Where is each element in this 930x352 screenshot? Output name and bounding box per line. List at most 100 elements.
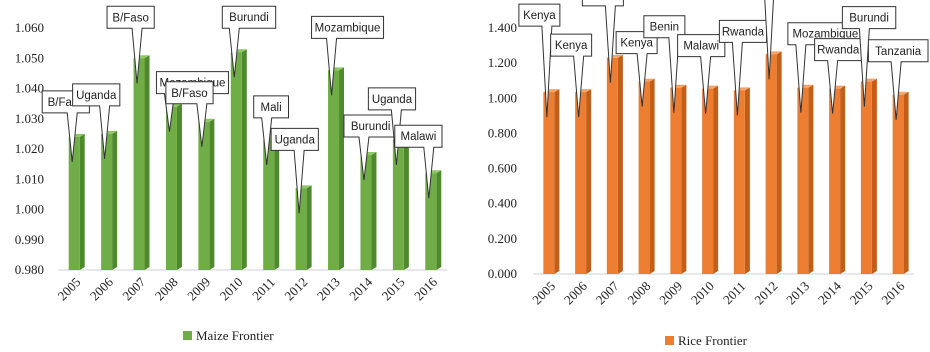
rice-bar-side [903,91,909,275]
rice-callout-label: Burundi [849,13,889,25]
rice-legend: Rice Frontier [665,333,748,348]
rice-bar [733,90,745,274]
maize-callout-label: B/Faso [171,88,207,100]
maize-x-tick-label: 2014 [346,274,375,303]
maize-x-tick-label: 2009 [184,274,213,303]
rice-bar-side [681,84,687,274]
rice-callout: Benin [581,0,624,83]
maize-x-tick-label: 2016 [411,274,440,303]
maize-callout: Uganda [72,83,121,159]
rice-callout-box [581,0,624,83]
rice-callout-label: Kenya [555,40,588,52]
maize-bar [328,70,340,270]
rice-callout: Kenya [550,33,593,118]
rice-x-tick-label: 2016 [878,278,907,307]
rice-y-tick-label: 1.400 [488,20,517,35]
maize-legend: Maize Frontier [183,328,274,343]
rice-x-tick-label: 2010 [688,278,717,307]
rice-y-tick-label: 0.800 [488,125,517,140]
maize-bar-side [209,118,215,271]
maize-callout: Burundi [221,5,277,78]
maize-bar [295,188,307,270]
rice-bar-side [554,89,560,274]
maize-bar [263,139,275,270]
rice-callout-label: Kenya [620,38,653,50]
rice-callout-label: Tanzania [875,46,922,58]
rice-callout-box [550,33,593,118]
maize-callout: Mozambique [311,15,385,96]
maize-bar-side [176,103,182,271]
rice-bar-side [586,89,592,274]
maize-x-tick-label: 2012 [281,274,310,303]
rice-bar [765,54,777,274]
maize-bar [392,139,404,270]
rice-callout: Mozambique, [787,22,867,113]
rice-x-tick-label: 2007 [593,278,622,307]
rice-bar [670,87,682,274]
rice-callout: Rwanda [718,19,768,116]
rice-x-tick-label: 2011 [720,278,749,307]
maize-callout-box [106,5,155,84]
rice-bar-side [808,84,814,274]
rice-x-tick-label: 2005 [529,278,558,307]
rice-x-tick-label: 2008 [624,278,653,307]
maize-callout: Malawi [394,124,443,199]
maize-callout-label: Uganda [275,134,316,146]
rice-callout: Rwanda [764,0,774,80]
maize-callout: B/Faso [106,5,155,84]
rice-callout-label: Kenya [523,10,556,22]
maize-callout-label: B/Faso [112,12,148,24]
maize-callout-box [270,127,319,214]
maize-callout-box [165,81,214,147]
rice-x-tick-label: 2009 [656,278,685,307]
maize-callout-box [311,15,385,96]
rice-callout-box [841,6,897,107]
rice-y-tick-label: 0.600 [488,161,517,176]
maize-bar [68,136,80,270]
rice-callout-box [518,3,561,118]
maize-y-tick-label: 1.000 [15,202,44,217]
maize-bar [425,173,437,270]
maize-bar-side [403,136,409,270]
rice-bar-side [840,85,846,274]
rice-y-tick-label: 0.000 [488,266,517,281]
maize-callout-label: Malawi [400,131,436,143]
maize-bar-side [371,152,377,270]
maize-y-tick-label: 1.060 [15,20,44,35]
maize-y-tick-label: 0.980 [15,262,44,277]
rice-bar [606,57,618,274]
rice-callout-label: Rwanda [722,26,765,38]
maize-bar [133,58,145,270]
rice-callout-label: Mozambique, [792,29,861,41]
maize-y-tick-label: 1.030 [15,111,44,126]
rice-x-tick-label: 2015 [847,278,876,307]
maize-bar-side [274,136,280,270]
maize-legend-label: Maize Frontier [196,328,274,343]
rice-frontier-chart: 0.000 0.200 0.400 0.600 0.800 1.000 1.200 1.400… [488,0,929,348]
rice-bar [860,81,872,274]
maize-bar-side [241,49,247,271]
maize-callout-label: Uganda [372,94,413,106]
rice-callout-label: Benin [650,22,679,34]
rice-legend-label: Rice Frontier [678,333,748,348]
rice-callout-box [643,15,686,113]
maize-bar [360,155,372,270]
maize-bar-side [112,130,118,270]
maize-bar [101,133,113,270]
rice-bar-side [617,54,623,274]
maize-bar [230,52,242,271]
maize-x-tick-label: 2008 [152,274,181,303]
rice-bar [638,81,650,274]
maize-bar [198,121,210,271]
rice-x-tick-label: 2013 [783,278,812,307]
rice-callout: Tanzania [867,39,929,120]
maize-x-tick-label: 2007 [119,274,148,303]
rice-callout-label: Malawi [683,41,719,53]
maize-bar [165,106,177,271]
maize-callout-label: Burundi [229,12,269,24]
maize-callout-box [394,124,443,199]
maize-frontier-chart: 0.980 0.990 1.000 1.010 1.020 1.030 1.040 1.050… [15,5,447,343]
maize-bar-side [306,185,312,270]
maize-x-tick-label: 2013 [314,274,343,303]
rice-callout-box [764,0,774,80]
